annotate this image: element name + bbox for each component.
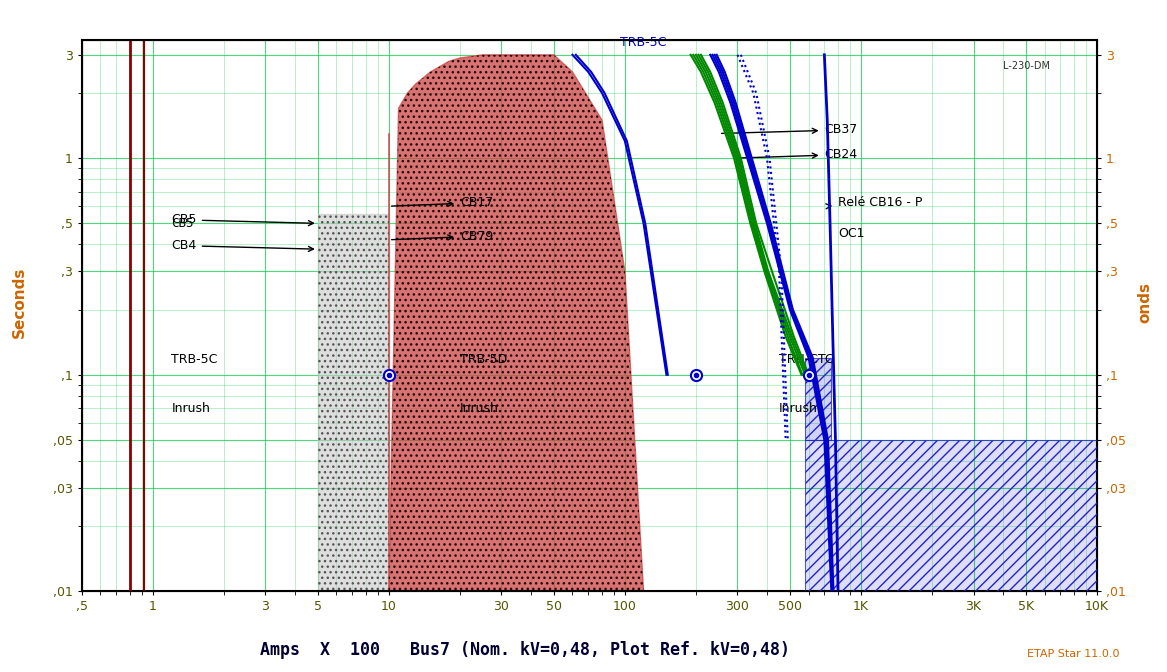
Text: Relé CB16 - P: Relé CB16 - P xyxy=(826,196,922,209)
Text: CB37: CB37 xyxy=(721,124,858,136)
Polygon shape xyxy=(317,214,389,591)
Text: onds: onds xyxy=(1138,282,1153,323)
Text: TRB-5D: TRB-5D xyxy=(460,353,508,366)
Text: CB17: CB17 xyxy=(392,196,494,209)
Text: ETAP Star 11.0.0: ETAP Star 11.0.0 xyxy=(1027,648,1119,659)
Polygon shape xyxy=(389,55,643,591)
Text: Inrush: Inrush xyxy=(780,402,818,415)
Text: TRB-5C: TRB-5C xyxy=(172,353,218,366)
Text: Seconds: Seconds xyxy=(12,267,27,338)
Text: Amps  X  100   Bus7 (Nom. kV=0,48, Plot Ref. kV=0,48): Amps X 100 Bus7 (Nom. kV=0,48, Plot Ref.… xyxy=(260,640,790,659)
Text: Inrush: Inrush xyxy=(172,402,210,415)
Text: CB79: CB79 xyxy=(392,230,494,243)
Text: OC1: OC1 xyxy=(838,226,865,240)
Text: CB24: CB24 xyxy=(736,148,858,161)
Text: Inrush: Inrush xyxy=(460,402,498,415)
Text: CB4: CB4 xyxy=(172,239,314,252)
Polygon shape xyxy=(805,440,1097,591)
Text: CB5: CB5 xyxy=(172,214,314,226)
Text: CB5: CB5 xyxy=(172,217,194,230)
Text: TRU-CTC: TRU-CTC xyxy=(780,353,833,366)
Text: TRB-5C: TRB-5C xyxy=(621,36,666,49)
Polygon shape xyxy=(805,358,831,440)
Text: L-230-DM: L-230-DM xyxy=(1004,61,1050,71)
